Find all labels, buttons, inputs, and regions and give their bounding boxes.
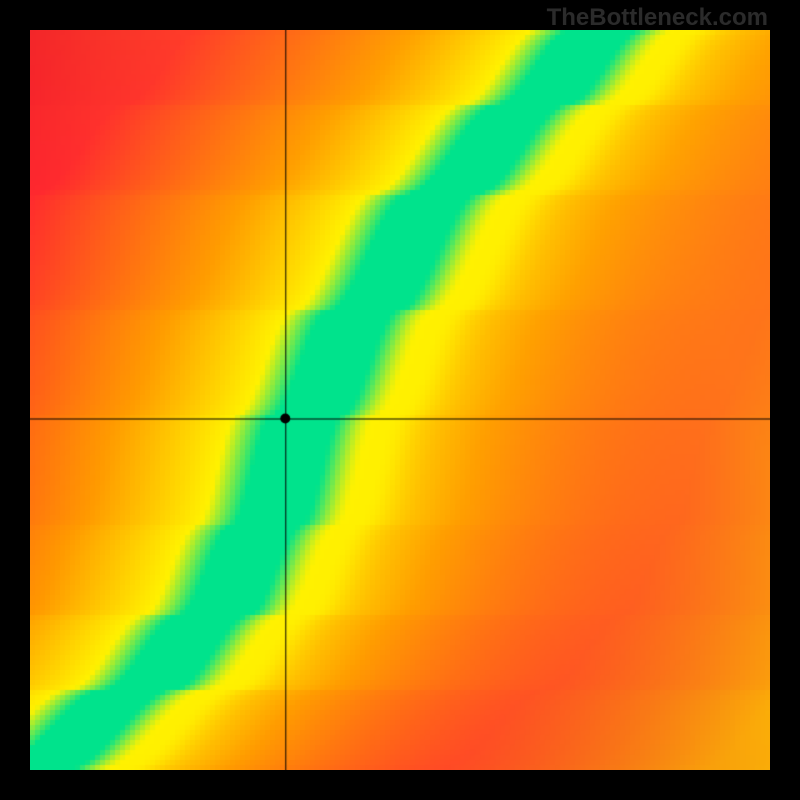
chart-frame: TheBottleneck.com — [0, 0, 800, 800]
bottleneck-heatmap — [30, 30, 770, 770]
attribution-watermark: TheBottleneck.com — [547, 4, 768, 32]
